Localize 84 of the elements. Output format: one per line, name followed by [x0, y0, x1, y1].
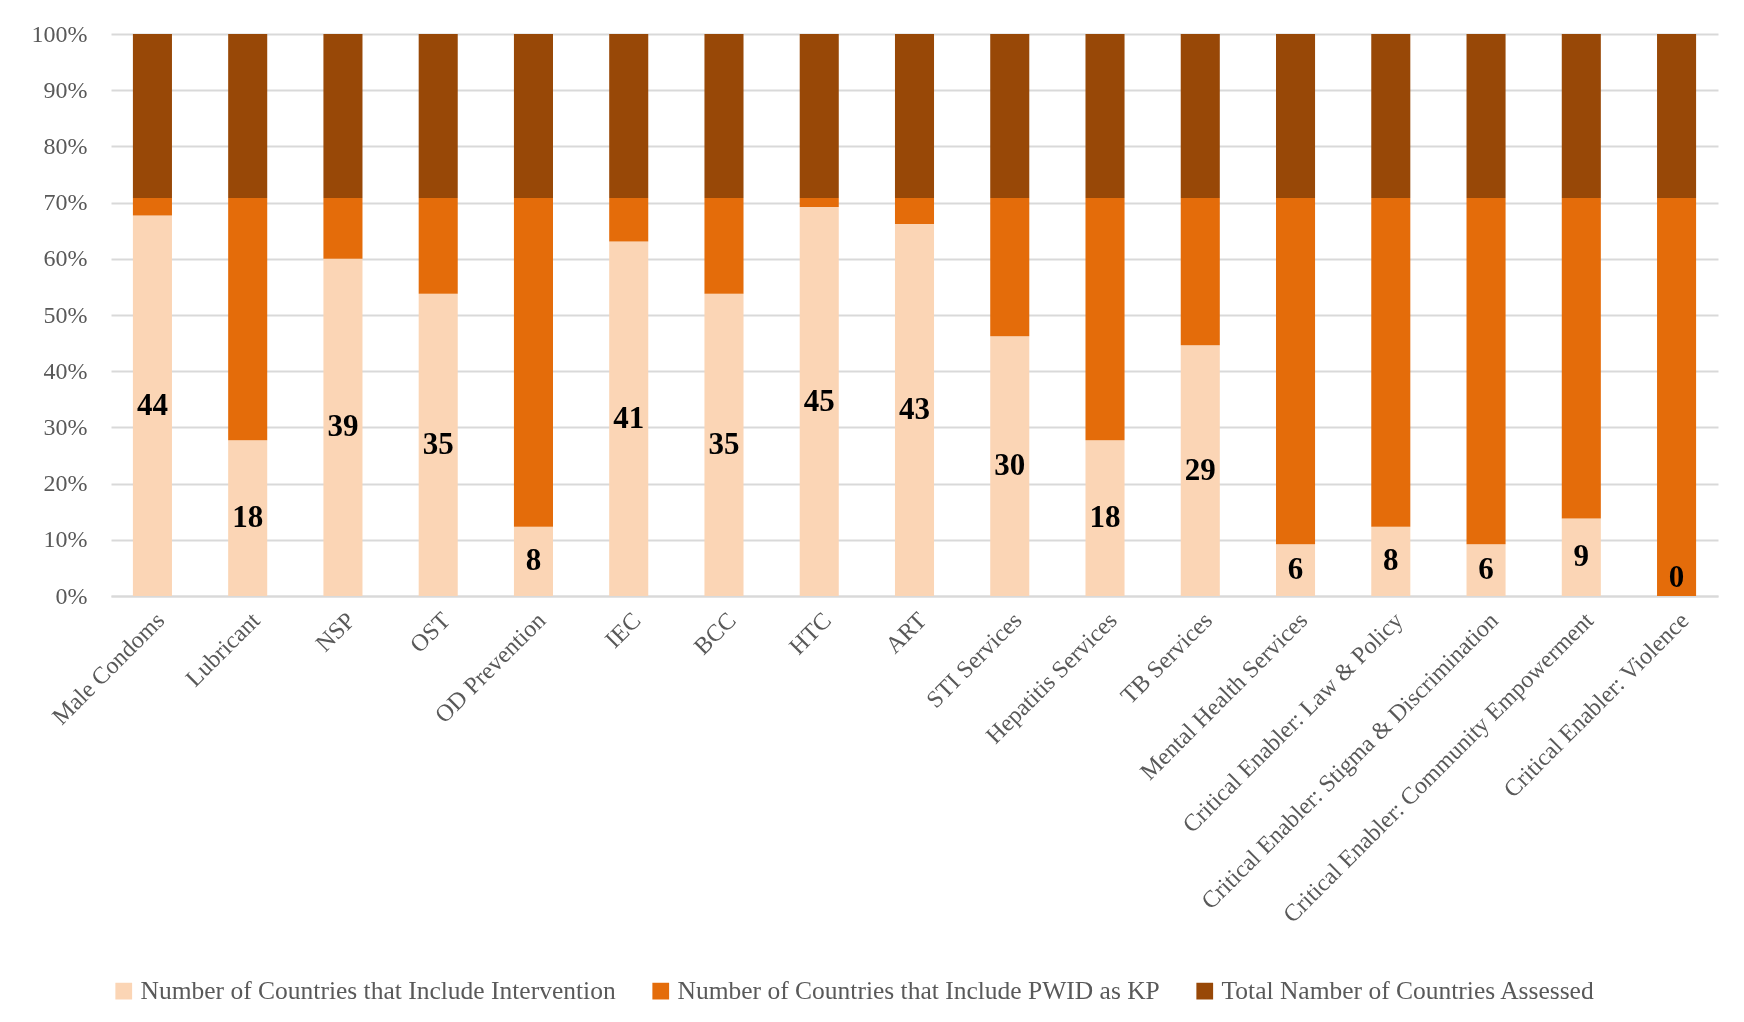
bar	[704, 34, 744, 199]
bar	[418, 34, 458, 199]
y-tick-label: 50%	[43, 301, 88, 328]
bar	[1657, 198, 1697, 596]
bar	[609, 198, 649, 242]
bar	[228, 198, 268, 441]
bar	[1657, 34, 1697, 199]
bar	[1085, 34, 1125, 199]
bar	[799, 207, 839, 596]
x-tick-label: NSP	[310, 607, 360, 657]
bar	[323, 258, 363, 596]
annotation: 39	[327, 408, 359, 444]
bar	[1276, 544, 1316, 596]
annotation: 35	[422, 425, 454, 461]
annotation: 30	[994, 447, 1026, 483]
bar	[990, 198, 1030, 337]
y-tick-label: 60%	[43, 245, 88, 272]
bar	[1561, 34, 1601, 199]
bar	[704, 198, 744, 294]
bar	[132, 215, 172, 596]
bar	[1561, 198, 1601, 519]
y-tick-label: 70%	[43, 189, 88, 216]
annotation: 35	[708, 425, 740, 461]
bar	[894, 34, 935, 199]
annotation: 43	[899, 390, 930, 426]
bar	[323, 198, 363, 259]
bar	[228, 440, 268, 596]
x-tick-label: IEC	[599, 607, 646, 653]
bar	[132, 34, 172, 199]
bar	[894, 198, 935, 224]
bar	[1466, 198, 1506, 545]
bar	[799, 198, 839, 208]
y-tick-label: 30%	[43, 413, 88, 440]
bar	[704, 293, 744, 596]
bar	[990, 336, 1030, 596]
bar	[1276, 198, 1316, 545]
bar	[1371, 34, 1411, 199]
bar	[418, 198, 458, 294]
annotation: 9	[1573, 538, 1590, 574]
x-tick-label: OST	[404, 606, 456, 658]
bar	[1371, 526, 1411, 596]
annotation: 0	[1668, 559, 1685, 594]
y-tick-label: 0%	[55, 582, 88, 609]
y-tick-label: 20%	[43, 470, 88, 497]
bar	[323, 34, 363, 199]
annotation: 45	[803, 382, 835, 418]
bar	[228, 34, 268, 199]
bar	[513, 526, 553, 596]
bar	[1180, 345, 1220, 596]
annotation: 8	[525, 542, 542, 578]
bar	[1466, 544, 1506, 596]
bar	[1276, 34, 1316, 199]
y-tick-label: 10%	[43, 526, 88, 553]
bar	[609, 241, 649, 596]
bar	[418, 293, 458, 596]
bar	[132, 198, 172, 216]
bar	[1085, 440, 1125, 596]
bar	[894, 223, 935, 596]
annotation: 44	[136, 386, 168, 422]
bar	[1180, 198, 1220, 346]
annotation: 29	[1184, 451, 1216, 487]
annotation: 6	[1287, 551, 1304, 587]
annotation: 18	[1089, 499, 1121, 535]
legend-label: Number of Countries that Include PWID as KP	[677, 976, 1160, 1006]
bar	[513, 198, 553, 527]
bar	[799, 34, 839, 199]
bar	[1180, 34, 1220, 199]
annotation: 41	[613, 399, 645, 435]
y-tick-label: 80%	[43, 132, 88, 159]
annotation: 8	[1383, 542, 1399, 578]
legend-label: Number of Countries that Include Intervention	[140, 976, 616, 1006]
y-tick-label: 100%	[31, 20, 88, 47]
y-tick-label: 90%	[43, 76, 88, 103]
bar	[1561, 518, 1601, 596]
y-tick-label: 40%	[43, 357, 88, 384]
annotation: 18	[232, 499, 264, 535]
bar	[609, 34, 649, 199]
annotation: 6	[1478, 551, 1494, 587]
bar	[1085, 198, 1125, 441]
bar	[513, 34, 553, 199]
legend-label: Total Namber of Countries Assessed	[1221, 976, 1594, 1006]
bar	[1371, 198, 1411, 527]
bar	[990, 34, 1030, 199]
bar	[1466, 34, 1506, 199]
